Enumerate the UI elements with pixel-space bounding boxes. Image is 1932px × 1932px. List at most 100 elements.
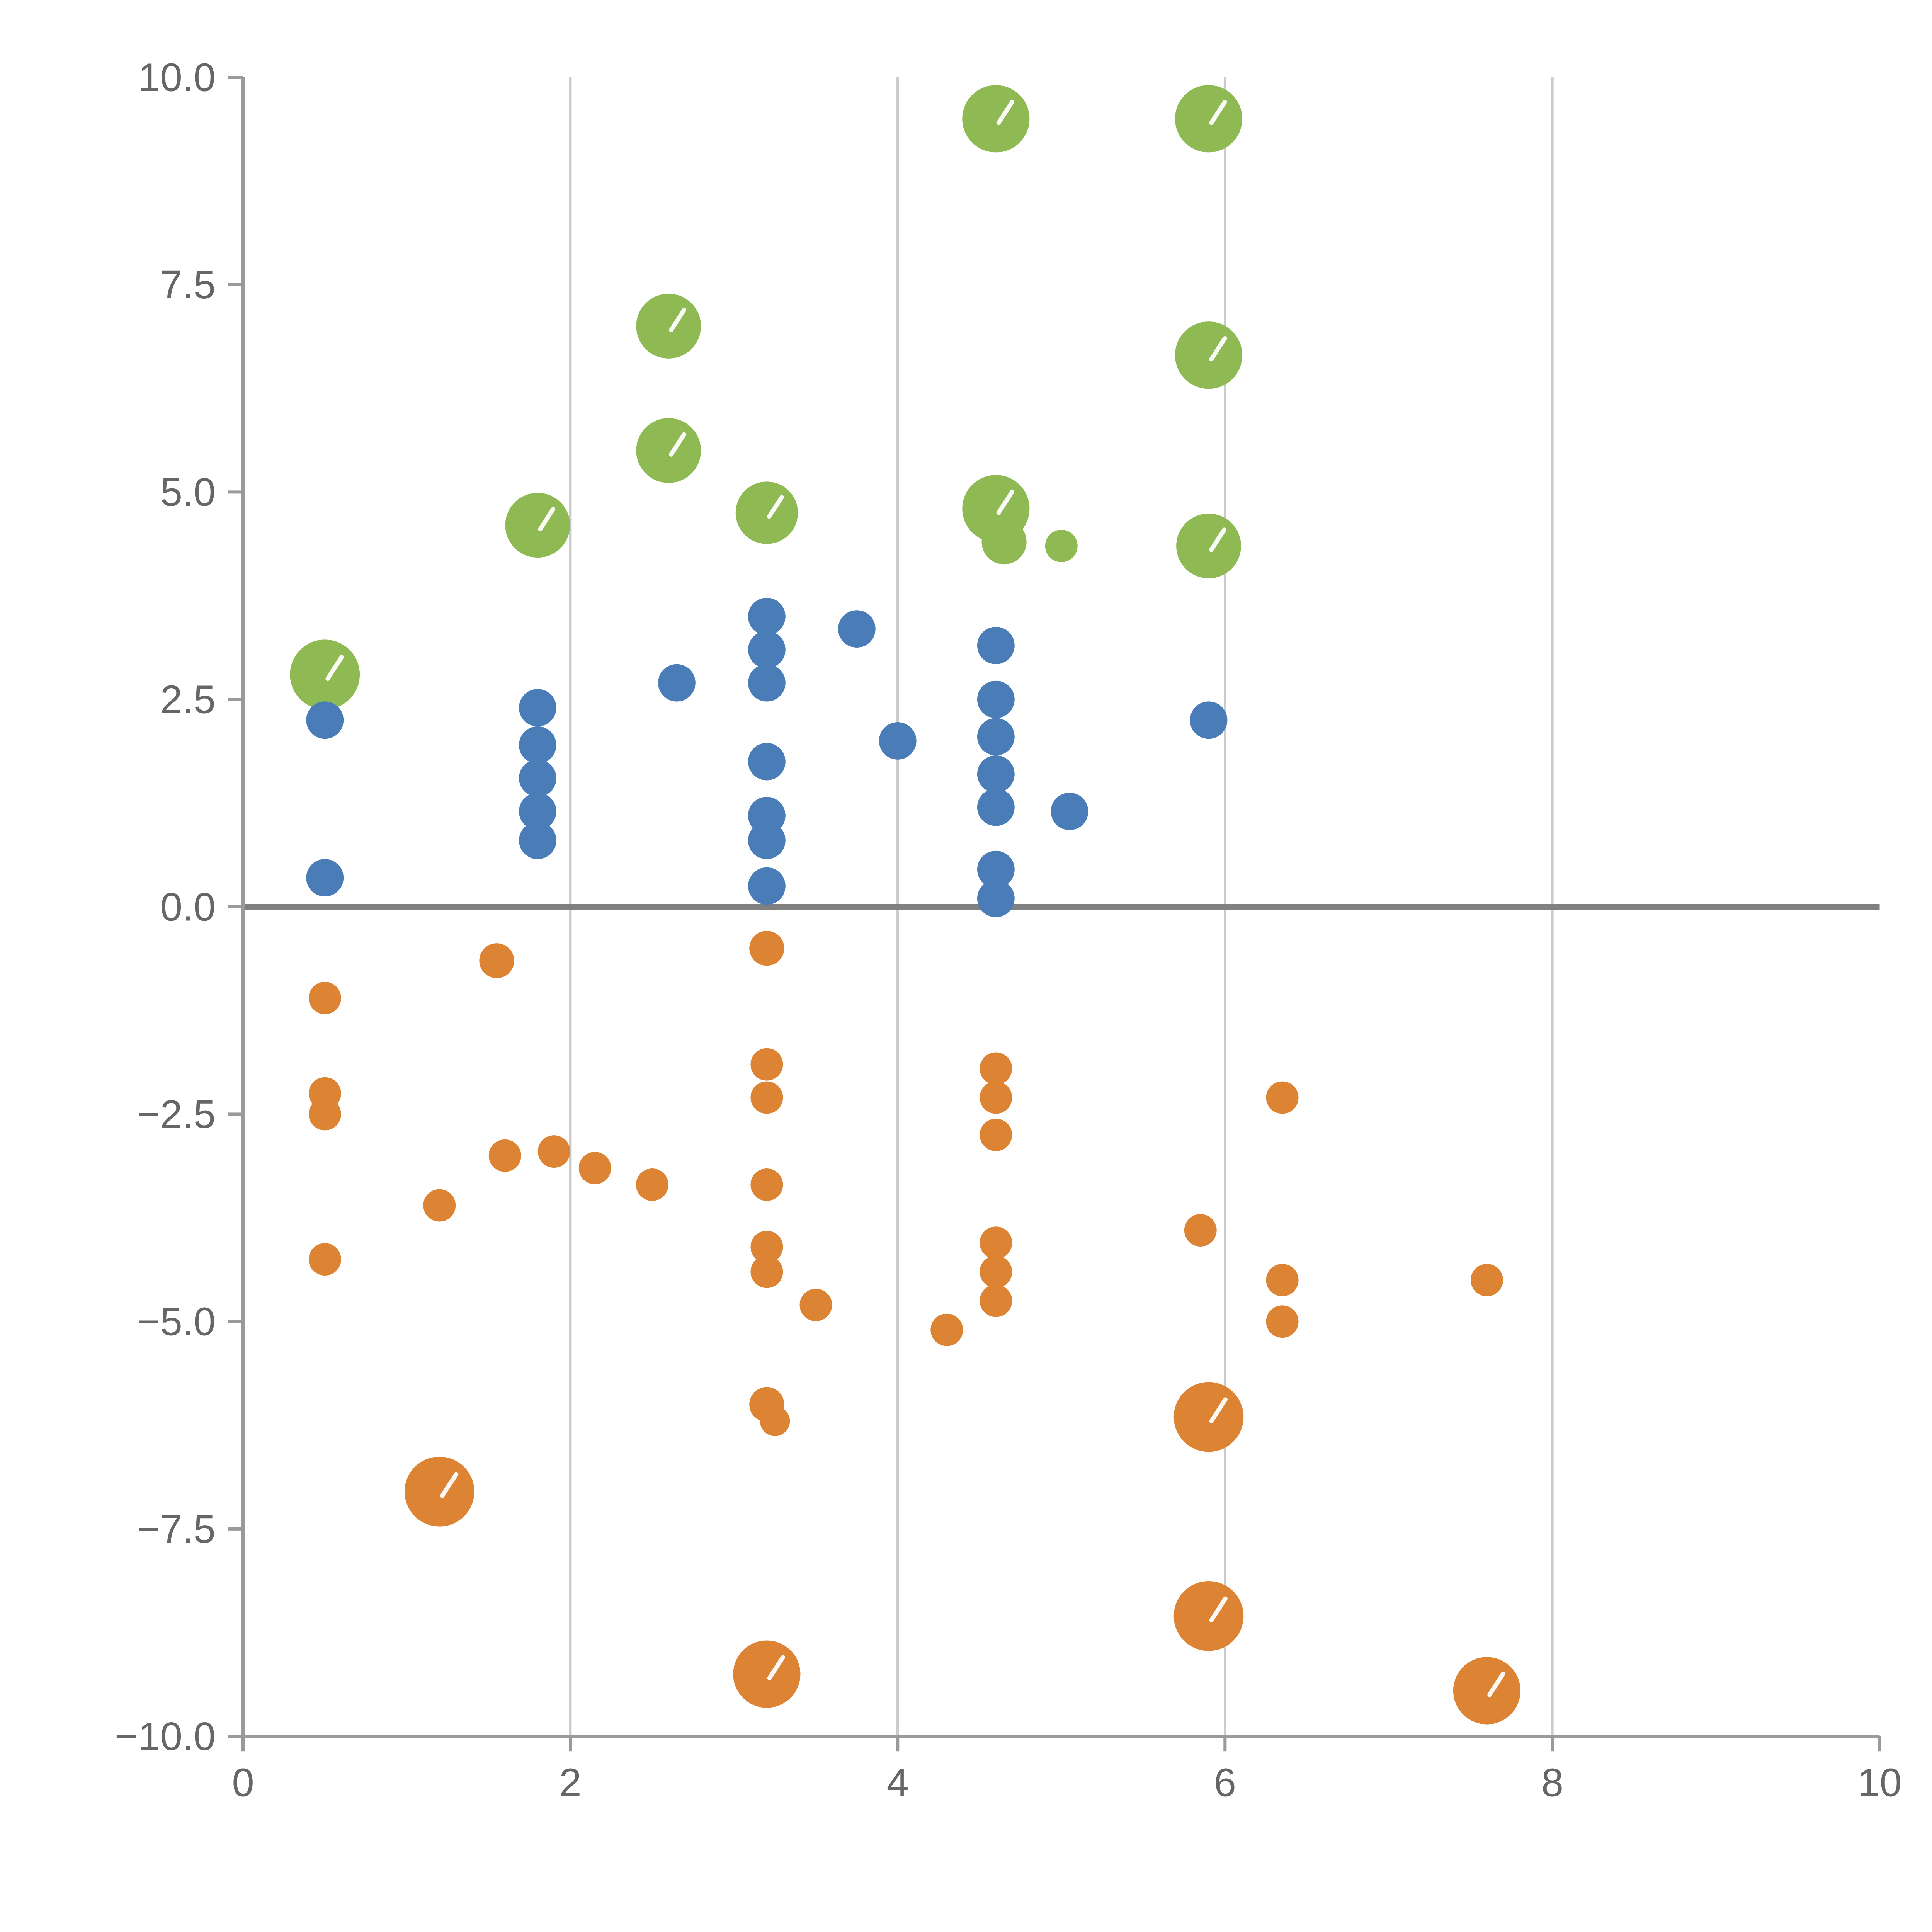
- y-axis-tick-label: 0.0: [160, 884, 216, 929]
- data-point-orange: [1471, 1264, 1503, 1296]
- data-point-orange: [1184, 1214, 1217, 1247]
- bubble-highlight-mark: [1209, 100, 1227, 125]
- data-point-orange: [750, 1231, 783, 1263]
- x-axis-tick-label: 8: [1541, 1760, 1563, 1804]
- data-point-blue: [658, 664, 696, 702]
- data-point-blue: [306, 859, 344, 897]
- data-point-green: [290, 639, 360, 709]
- data-point-orange: [750, 1255, 783, 1288]
- data-point-blue: [748, 631, 786, 668]
- data-point-blue: [748, 867, 786, 905]
- data-point-orange: [636, 1168, 668, 1201]
- data-point-blue: [748, 664, 786, 702]
- data-point-orange: [980, 1081, 1012, 1114]
- bubble-highlight-mark: [1209, 1596, 1228, 1622]
- data-point-orange: [1266, 1264, 1299, 1296]
- data-point-orange: [980, 1255, 1012, 1288]
- data-point-green: [1175, 85, 1243, 153]
- data-point-orange: [980, 1119, 1012, 1151]
- bubble-highlight-mark: [538, 507, 556, 531]
- data-point-green: [1175, 321, 1243, 389]
- data-point-blue: [1051, 793, 1088, 830]
- bubble-highlight-mark: [325, 655, 344, 681]
- data-point-orange: [1173, 1382, 1244, 1452]
- data-point-orange: [930, 1313, 963, 1346]
- bubble-highlight-mark: [996, 490, 1014, 515]
- bubble-highlight-mark: [440, 1472, 459, 1498]
- y-axis-tick-label: 2.5: [160, 677, 216, 722]
- y-axis-tick-label: 7.5: [160, 262, 216, 307]
- data-point-orange: [733, 1640, 801, 1708]
- data-point-orange: [404, 1456, 474, 1527]
- bubble-highlight-mark: [1209, 336, 1227, 362]
- data-point-blue: [519, 793, 556, 830]
- data-point-orange: [488, 1139, 521, 1172]
- data-point-orange: [1173, 1581, 1244, 1651]
- data-point-blue: [977, 788, 1015, 826]
- data-point-orange: [749, 930, 784, 966]
- data-point-blue: [748, 743, 786, 781]
- data-point-orange: [980, 1226, 1012, 1259]
- data-point-green: [981, 519, 1027, 565]
- data-point-orange: [423, 1189, 456, 1222]
- data-point-green: [962, 85, 1030, 153]
- data-point-orange: [750, 1081, 783, 1114]
- data-point-orange: [1266, 1305, 1299, 1338]
- x-axis-tick-label: 0: [232, 1760, 254, 1804]
- data-point-orange: [578, 1152, 611, 1184]
- bubble-highlight-mark: [767, 1655, 785, 1680]
- data-point-blue: [519, 689, 556, 726]
- data-point-blue: [879, 722, 917, 760]
- bubble-highlight-mark: [1487, 1672, 1505, 1697]
- data-point-blue: [838, 610, 876, 648]
- x-axis-tick-label: 10: [1857, 1760, 1902, 1804]
- y-axis-tick-label: −5.0: [137, 1299, 216, 1344]
- data-point-green: [636, 294, 701, 359]
- data-point-blue: [1190, 701, 1228, 739]
- data-point-blue: [977, 850, 1015, 888]
- bubble-highlight-mark: [1209, 1397, 1228, 1423]
- data-point-green: [505, 493, 570, 558]
- data-point-blue: [748, 598, 786, 635]
- y-axis-tick-label: 10.0: [138, 55, 216, 99]
- data-point-orange: [980, 1052, 1012, 1085]
- bubble-highlight-mark: [669, 432, 687, 457]
- y-axis-tick-label: −2.5: [137, 1092, 216, 1136]
- data-point-green: [735, 481, 798, 544]
- data-point-orange: [537, 1135, 570, 1168]
- data-point-orange: [750, 1168, 783, 1201]
- data-point-orange: [308, 981, 341, 1014]
- data-point-blue: [519, 759, 556, 797]
- y-axis-tick-label: 5.0: [160, 470, 216, 514]
- x-axis-tick-label: 6: [1214, 1760, 1236, 1804]
- data-point-green: [1045, 529, 1078, 562]
- data-point-orange: [308, 1098, 341, 1131]
- bubble-highlight-mark: [996, 100, 1014, 125]
- data-point-blue: [519, 726, 556, 764]
- data-point-blue: [977, 680, 1015, 718]
- data-point-blue: [519, 821, 556, 859]
- data-point-blue: [748, 797, 786, 835]
- data-point-orange: [750, 1048, 783, 1081]
- data-point-blue: [977, 718, 1015, 756]
- bubble-highlight-mark: [767, 495, 784, 519]
- bubble-highlight-mark: [669, 308, 687, 332]
- data-point-orange: [308, 1243, 341, 1276]
- data-point-blue: [977, 755, 1015, 793]
- data-point-orange: [799, 1289, 832, 1321]
- data-point-orange: [1453, 1657, 1521, 1725]
- data-point-orange: [479, 943, 514, 978]
- y-axis-tick-label: −10.0: [115, 1714, 216, 1759]
- y-axis-tick-label: −7.5: [137, 1507, 216, 1551]
- data-point-green: [1176, 514, 1241, 578]
- data-point-blue: [306, 701, 344, 739]
- data-point-orange: [760, 1406, 790, 1436]
- bubble-highlight-mark: [1209, 527, 1226, 552]
- data-point-orange: [980, 1284, 1012, 1317]
- data-point-green: [636, 418, 701, 483]
- data-point-blue: [977, 879, 1015, 917]
- data-point-orange: [1266, 1081, 1299, 1114]
- x-axis-tick-label: 2: [559, 1760, 581, 1804]
